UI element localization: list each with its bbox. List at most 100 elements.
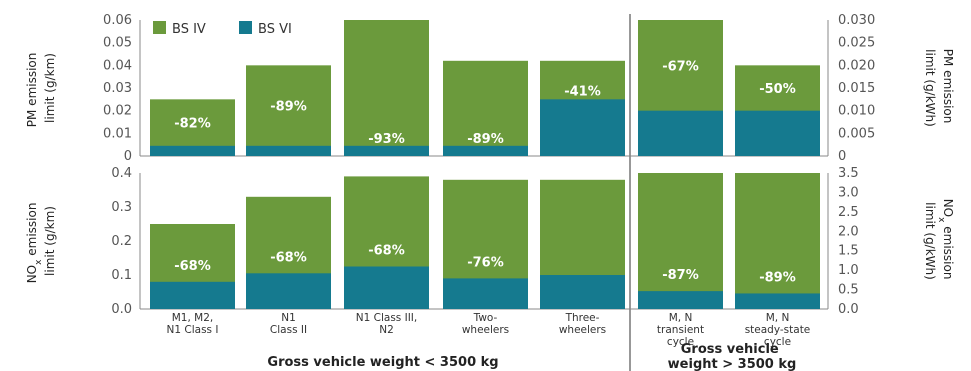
pm-left-axis-title: PM emission limit (g/km) <box>25 49 57 127</box>
nox-left-no: NO <box>25 265 39 283</box>
pm-left-tick-label: 0.06 <box>103 13 132 28</box>
pm-right-axis-title: PM emission limit (g/kWh) <box>923 49 955 127</box>
nox-right-axis-title-line-2: limit (g/kWh) <box>923 202 937 280</box>
category-label-line: transient <box>657 324 704 336</box>
nox-left-tick-label: 0.4 <box>111 166 132 181</box>
category-label: M1, M2, N1 Class I <box>167 312 219 336</box>
category-label-line: M, N <box>766 312 790 324</box>
nox-reduction-label-n1-class-iii-n2: -68% <box>368 244 405 259</box>
nox-bar-bs-vi-m-n-transient-cycle <box>638 291 723 309</box>
pm-reduction-label-n1-class-iii-n2: -93% <box>368 132 405 147</box>
pm-reduction-label-m-n-steady-state-cycle: -50% <box>759 82 796 97</box>
category-label-line: N1 <box>281 312 296 324</box>
pm-reduction-label-two-wheelers: -89% <box>467 132 504 147</box>
category-label-line: Two- <box>473 312 498 324</box>
pm-reduction-label-m-n-transient-cycle: -67% <box>662 59 699 74</box>
nox-right-tick-label: 2.5 <box>838 205 859 220</box>
category-label-line: N2 <box>379 324 394 336</box>
nox-bar-bs-vi-two-wheelers <box>443 278 528 309</box>
chart-marks: 00.010.020.030.040.050.0600.0050.0100.01… <box>103 13 875 371</box>
nox-right-emission: emission <box>941 222 955 279</box>
pm-right-tick-label: 0.025 <box>838 36 875 51</box>
nox-right-axis-title: NOx emission limit (g/kWh) <box>923 199 955 284</box>
category-label-line: wheelers <box>559 324 606 336</box>
category-label-line: M, N <box>669 312 693 324</box>
category-label-line: cycle <box>764 336 791 348</box>
nox-bar-bs-iv-m-n-steady-state-cycle <box>735 173 820 309</box>
legend-swatch-bs-iv <box>153 21 166 34</box>
pm-bar-bs-vi-m1-m2-n1-class-i <box>150 145 235 156</box>
nox-right-tick-label: 2.0 <box>838 224 859 239</box>
pm-left-tick-label: 0.01 <box>103 126 132 141</box>
group-label-heavy-line-2: weight > 3500 kg <box>668 357 797 371</box>
nox-bar-bs-vi-m-n-steady-state-cycle <box>735 293 820 309</box>
nox-left-axis-title-line-1: NOx emission <box>25 203 44 284</box>
pm-left-axis-title-line-1: PM emission <box>25 53 39 128</box>
nox-left-tick-label: 0.1 <box>111 268 132 283</box>
group-label-heavy-line-1: Gross vehicle <box>681 342 779 357</box>
nox-reduction-label-two-wheelers: -76% <box>467 255 504 270</box>
pm-right-axis-title-line-2: limit (g/kWh) <box>923 49 937 127</box>
nox-right-axis-title-line-1: NOx emission <box>936 199 955 280</box>
group-label-light: Gross vehicle weight < 3500 kg <box>267 355 498 370</box>
pm-left-tick-label: 0.02 <box>103 104 132 119</box>
category-label-line: M1, M2, <box>172 312 214 324</box>
pm-bar-bs-iv-two-wheelers <box>443 60 528 156</box>
nox-bar-bs-vi-n1-class-ii <box>246 273 331 309</box>
nox-left-tick-label: 0.3 <box>111 200 132 215</box>
pm-bar-bs-vi-n1-class-iii-n2 <box>344 145 429 156</box>
pm-bar-bs-iv-n1-class-iii-n2 <box>344 20 429 156</box>
legend-label-bs-vi: BS VI <box>258 22 292 37</box>
category-label-line: N1 Class I <box>167 324 219 336</box>
category-label-line: Three- <box>565 312 600 324</box>
nox-left-emission: emission <box>25 203 39 260</box>
category-label: Three-wheelers <box>559 312 606 336</box>
pm-bar-bs-vi-m-n-steady-state-cycle <box>735 110 820 156</box>
pm-bar-bs-vi-n1-class-ii <box>246 145 331 156</box>
category-label: N1 Class II <box>270 312 307 336</box>
nox-left-subscript-x: x <box>34 259 44 265</box>
pm-left-tick-label: 0.04 <box>103 58 132 73</box>
legend-swatch-bs-vi <box>239 21 252 34</box>
pm-right-tick-label: 0.015 <box>838 81 875 96</box>
nox-bar-bs-vi-n1-class-iii-n2 <box>344 266 429 309</box>
nox-right-tick-label: 0.0 <box>838 302 859 317</box>
nox-reduction-label-m-n-steady-state-cycle: -89% <box>759 270 796 285</box>
pm-bar-bs-vi-m-n-transient-cycle <box>638 110 723 156</box>
nox-bar-bs-iv-m-n-transient-cycle <box>638 173 723 309</box>
category-label-line: cycle <box>667 336 694 348</box>
nox-right-tick-label: 1.0 <box>838 263 859 278</box>
nox-reduction-label-m1-m2-n1-class-i: -68% <box>174 259 211 274</box>
pm-reduction-label-m1-m2-n1-class-i: -82% <box>174 117 211 132</box>
nox-right-tick-label: 3.5 <box>838 166 859 181</box>
pm-bar-bs-iv-n1-class-ii <box>246 65 331 156</box>
pm-right-tick-label: 0.020 <box>838 58 875 73</box>
nox-reduction-label-m-n-transient-cycle: -87% <box>662 268 699 283</box>
pm-reduction-label-n1-class-ii: -89% <box>270 100 307 115</box>
nox-reduction-label-n1-class-ii: -68% <box>270 250 307 265</box>
pm-right-tick-label: 0.005 <box>838 126 875 141</box>
group-label-heavy: Gross vehicle weight > 3500 kg <box>668 342 797 371</box>
pm-right-tick-label: 0 <box>838 149 846 164</box>
nox-right-no: NO <box>941 199 955 217</box>
nox-bar-bs-vi-three-wheelers <box>540 275 625 309</box>
category-label-line: Class II <box>270 324 307 336</box>
nox-right-tick-label: 3.0 <box>838 185 859 200</box>
pm-right-tick-label: 0.030 <box>838 13 875 28</box>
pm-reduction-label-three-wheelers: -41% <box>564 84 601 99</box>
nox-bar-bs-vi-m1-m2-n1-class-i <box>150 281 235 309</box>
category-label-line: N1 Class III, <box>356 312 417 324</box>
category-label: N1 Class III, N2 <box>356 312 417 336</box>
category-label-line: wheelers <box>462 324 509 336</box>
legend-label-bs-iv: BS IV <box>172 22 206 37</box>
pm-left-tick-label: 0.05 <box>103 36 132 51</box>
nox-left-tick-label: 0.0 <box>111 302 132 317</box>
pm-bar-bs-vi-three-wheelers <box>540 99 625 156</box>
legend: BS IV BS VI <box>153 21 292 37</box>
nox-right-tick-label: 1.5 <box>838 244 859 259</box>
pm-right-tick-label: 0.010 <box>838 104 875 119</box>
nox-right-tick-label: 0.5 <box>838 283 859 298</box>
